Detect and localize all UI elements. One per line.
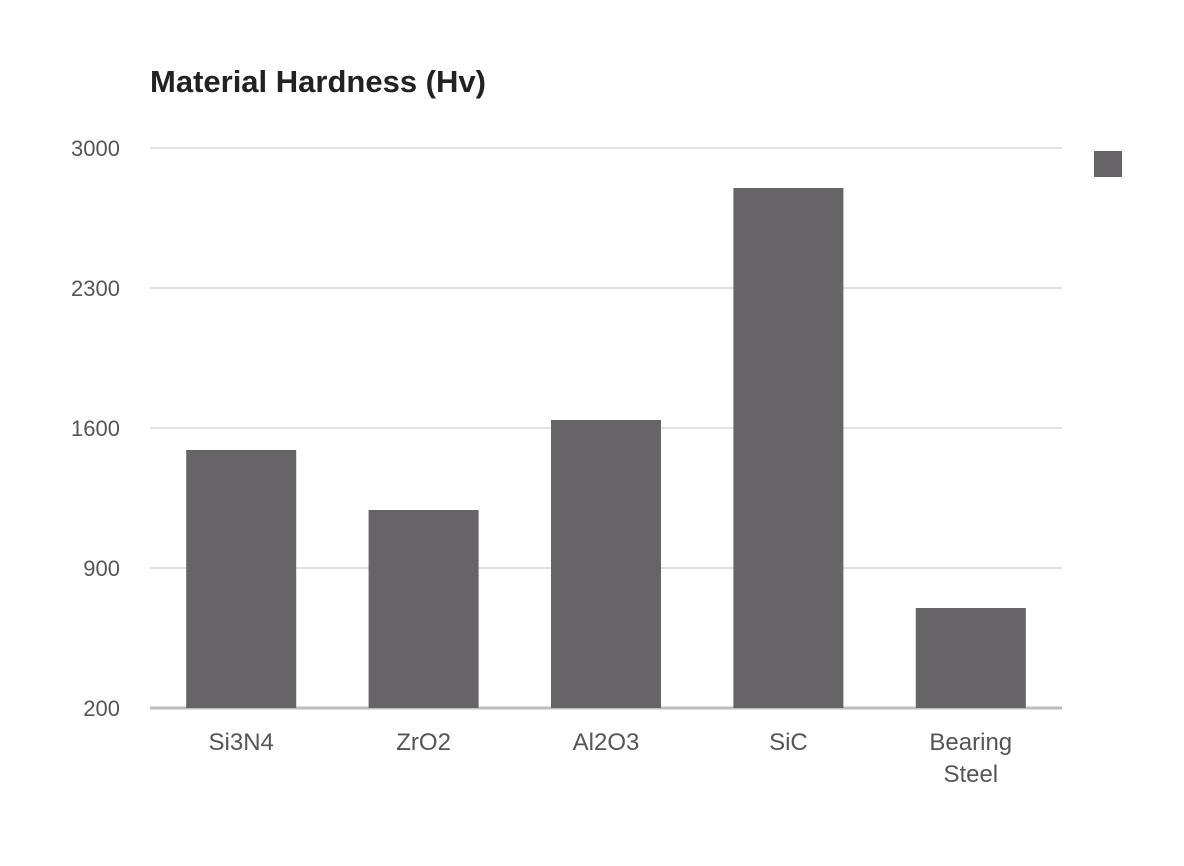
bar [733, 188, 844, 708]
y-tick-label: 3000 [71, 136, 120, 161]
bar [368, 510, 479, 708]
x-tick-label-line: Steel [943, 761, 998, 788]
x-tick-label: Al2O3 [573, 729, 640, 756]
x-tick-label: ZrO2 [396, 729, 451, 756]
x-tick-label: Si3N4 [209, 729, 274, 756]
x-tick-label: Bearing Steel [929, 729, 1012, 788]
bars [186, 188, 1026, 708]
y-tick-label: 2300 [71, 276, 120, 301]
bar [915, 608, 1026, 708]
x-tick-label-line: ZrO2 [396, 729, 451, 756]
y-tick-label: 900 [83, 556, 120, 581]
x-tick-label: SiC [769, 729, 808, 756]
y-tick-label: 1600 [71, 416, 120, 441]
legend [1094, 151, 1122, 177]
legend-swatch [1094, 151, 1122, 177]
x-tick-label-line: Si3N4 [209, 729, 274, 756]
bar [551, 420, 661, 708]
x-tick-label-line: Bearing [929, 729, 1012, 756]
bar [186, 450, 297, 708]
x-axis: Si3N4 ZrO2 Al2O3 SiC Bearing Steel [209, 729, 1013, 788]
x-tick-label-line: Al2O3 [573, 729, 640, 756]
chart-title: Material Hardness (Hv) [150, 64, 486, 99]
y-tick-label: 200 [83, 696, 120, 721]
x-tick-label-line: SiC [769, 729, 808, 756]
y-axis: 200 900 1600 2300 3000 [71, 136, 120, 721]
